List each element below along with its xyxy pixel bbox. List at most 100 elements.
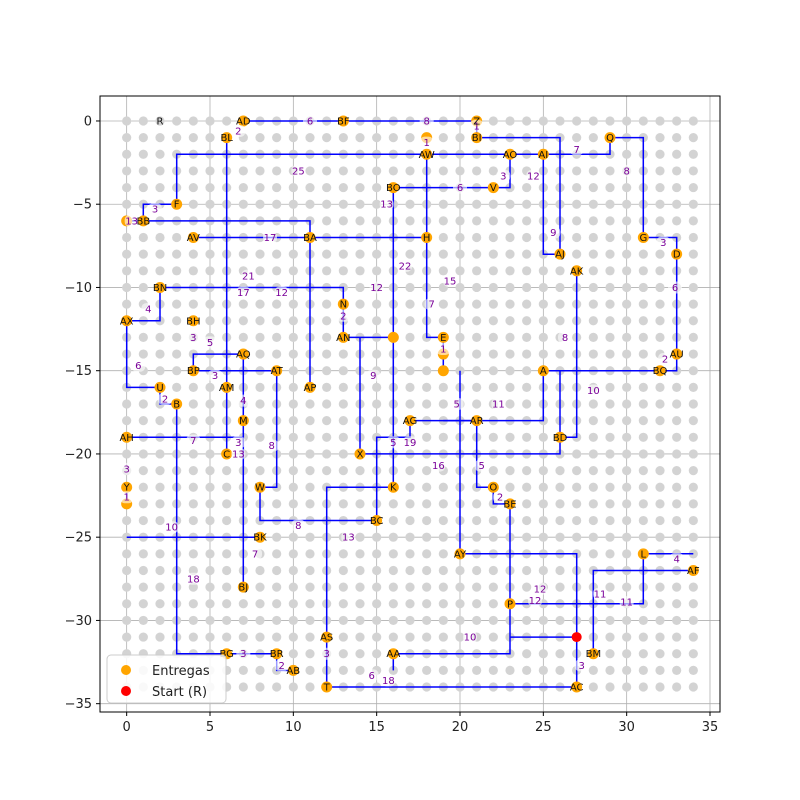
grid-dot: [522, 565, 532, 576]
grid-dot: [122, 582, 132, 592]
grid-dot: [588, 249, 598, 259]
edge-label: 3: [323, 649, 329, 660]
grid-dot: [222, 599, 232, 609]
grid-dot: [522, 482, 532, 492]
legend-box: [106, 654, 227, 704]
grid-dot: [488, 266, 498, 276]
delivery-point: [387, 331, 399, 343]
grid-dot: [222, 549, 232, 559]
grid-dot: [488, 299, 498, 309]
y-tick-label: −20: [65, 447, 92, 462]
point-label: AN: [336, 333, 350, 344]
grid-dot: [522, 582, 532, 592]
grid-dot: [122, 615, 132, 626]
grid-dot: [655, 599, 665, 609]
grid-dot: [388, 632, 398, 642]
grid-dot: [455, 282, 465, 293]
grid-dot: [422, 399, 432, 409]
grid-dot: [122, 399, 132, 409]
edge-label: 6: [457, 183, 463, 194]
grid-dot: [472, 349, 482, 359]
delivery-point: [637, 548, 649, 560]
grid-dot: [405, 582, 415, 592]
edge-label: 18: [382, 676, 395, 687]
grid-dot: [488, 665, 498, 675]
grid-dot: [138, 133, 148, 143]
edge-label: 11: [620, 598, 633, 609]
grid-dot: [422, 532, 432, 542]
grid-dot: [272, 582, 282, 592]
grid-dot: [272, 565, 282, 576]
grid-dot: [305, 449, 315, 459]
grid-dot: [555, 316, 565, 326]
grid-dot: [622, 582, 632, 592]
edge-label: 1: [440, 345, 446, 356]
grid-dot: [155, 416, 165, 426]
grid-dot: [505, 399, 515, 409]
grid-dot: [155, 549, 165, 559]
grid-dot: [372, 299, 382, 309]
grid-dot: [622, 382, 632, 392]
edge-label: 11: [594, 589, 607, 600]
grid-dot: [138, 349, 148, 359]
delivery-point: [654, 365, 666, 377]
x-tick-label: 5: [206, 720, 214, 735]
grid-dot: [455, 599, 465, 609]
grid-dot: [138, 249, 148, 259]
grid-dot: [538, 665, 548, 675]
grid-dot: [455, 316, 465, 326]
grid-dot: [238, 665, 248, 675]
edge-label-bg: [208, 369, 222, 382]
grid-dot: [338, 216, 348, 226]
point-label: BF: [337, 116, 350, 127]
grid-dot: [422, 349, 432, 359]
grid-dot: [538, 649, 548, 659]
point-label: AF: [687, 566, 700, 577]
grid-dot: [288, 199, 298, 209]
grid-dot: [688, 665, 698, 675]
grid-dot: [205, 565, 215, 576]
grid-dot: [338, 649, 348, 659]
grid-dot: [605, 199, 615, 209]
route-segment: [392, 419, 511, 671]
delivery-point: [321, 681, 333, 693]
grid-dot: [472, 249, 482, 259]
point-label: AM: [219, 383, 234, 394]
point-label: BJ: [238, 583, 248, 594]
edge-label-bg: [463, 631, 477, 644]
grid-dot: [288, 449, 298, 459]
delivery-point: [271, 648, 283, 660]
edge-label-bg: [369, 281, 384, 294]
grid-dot: [522, 349, 532, 359]
point-label: BR: [270, 649, 284, 660]
edge-label-bg: [274, 286, 289, 299]
edge-label-bg: [291, 519, 306, 532]
delivery-point: [421, 232, 433, 244]
grid-dot: [472, 199, 482, 209]
grid-dot: [672, 599, 682, 609]
grid-dot: [238, 249, 248, 259]
grid-dot: [138, 166, 148, 176]
grid-dot: [622, 316, 632, 326]
grid-dot: [122, 249, 132, 259]
grid-dot: [688, 332, 698, 343]
grid-dot: [338, 133, 348, 143]
grid-dot: [222, 499, 232, 509]
grid-dot: [622, 216, 632, 226]
grid-dot: [372, 565, 382, 576]
grid-dot: [588, 182, 598, 193]
grid-dot: [355, 249, 365, 259]
grid-dot: [305, 482, 315, 492]
grid-dot: [555, 565, 565, 576]
y-tick-label: −5: [73, 198, 92, 213]
delivery-point: [337, 115, 349, 127]
grid-dot: [205, 182, 215, 193]
grid-dot: [572, 216, 582, 226]
grid-dot: [622, 682, 632, 692]
grid-dot: [522, 216, 532, 226]
point-label: G: [639, 233, 647, 244]
grid-dot: [288, 332, 298, 343]
grid-dot: [272, 615, 282, 626]
grid-dot: [438, 549, 448, 559]
